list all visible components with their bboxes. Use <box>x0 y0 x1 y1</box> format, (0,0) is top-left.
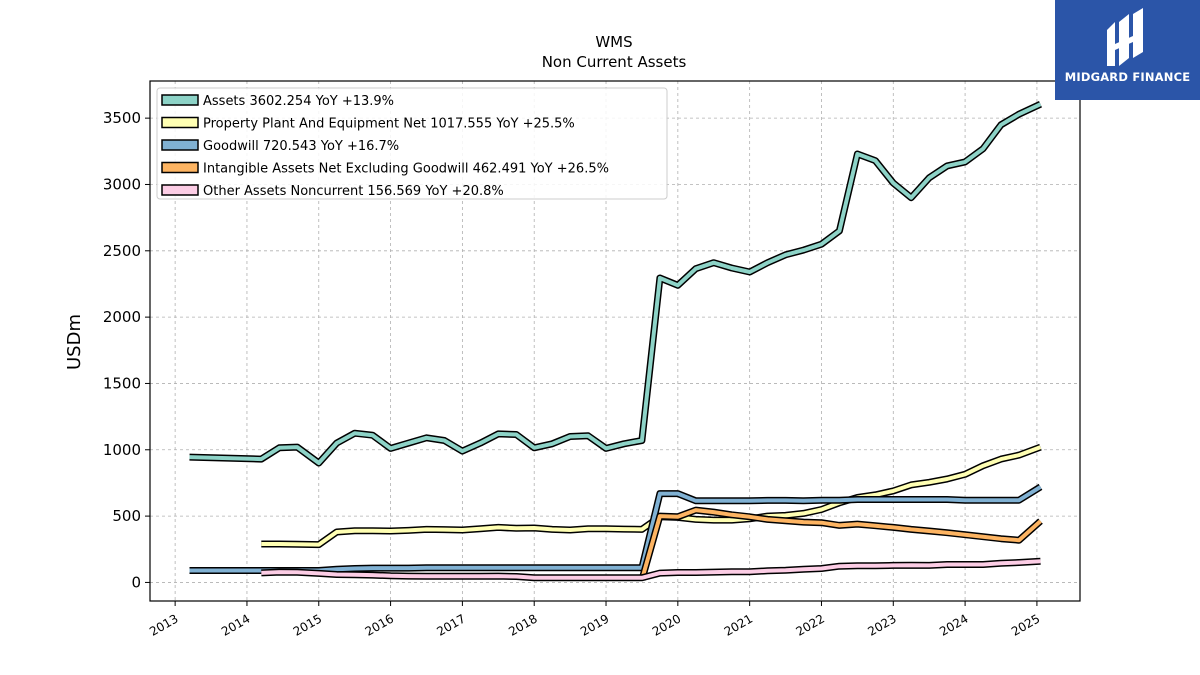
y-tick-label: 500 <box>112 507 141 525</box>
series-line-5 <box>261 557 1041 582</box>
x-tick-label: 2025 <box>1009 611 1042 638</box>
x-tick-label: 2014 <box>219 611 252 638</box>
y-tick-label: 1500 <box>103 374 141 392</box>
legend-label: Assets 3602.254 YoY +13.9% <box>203 94 394 109</box>
x-tick-label: 2024 <box>937 611 970 638</box>
brand-logo: MIDGARD FINANCE <box>1055 0 1200 100</box>
brand-name: MIDGARD FINANCE <box>1064 70 1191 84</box>
chart-subtitle: Non Current Assets <box>542 53 687 71</box>
x-tick-label: 2015 <box>291 611 324 638</box>
legend-label: Property Plant And Equipment Net 1017.55… <box>203 117 575 132</box>
x-tick-label: 2023 <box>865 611 898 638</box>
series-line-4 <box>638 506 1043 581</box>
legend-label: Other Assets Noncurrent 156.569 YoY +20.… <box>203 184 504 199</box>
legend-swatch <box>161 139 199 151</box>
brand-logo-icon <box>1107 8 1143 66</box>
x-tick-label: 2013 <box>147 611 180 638</box>
y-tick-label: 0 <box>131 573 141 591</box>
x-tick-label: 2019 <box>578 611 611 638</box>
x-tick-label: 2016 <box>363 611 396 638</box>
y-tick-label: 1000 <box>103 441 141 459</box>
y-axis-label: USDm <box>64 314 85 370</box>
legend-label: Intangible Assets Net Excluding Goodwill… <box>203 162 609 177</box>
legend-box <box>156 87 668 200</box>
y-tick-label: 2000 <box>103 308 141 326</box>
series-lines <box>189 101 1043 582</box>
series-line-stroke <box>639 508 1042 581</box>
legend: Assets 3602.254 YoY +13.9% Property Plant… <box>156 87 668 200</box>
y-tick-label: 3000 <box>103 175 141 193</box>
series-line-stroke <box>261 559 1041 580</box>
legend-swatch <box>161 94 199 106</box>
series-line-1 <box>189 101 1042 467</box>
series-line-stroke <box>189 102 1042 465</box>
y-tick-label: 3500 <box>103 109 141 127</box>
legend-swatch <box>161 116 199 129</box>
y-tick-label: 2500 <box>103 242 141 260</box>
legend-label: Goodwill 720.543 YoY +16.7% <box>203 139 399 154</box>
x-tick-label: 2020 <box>650 611 683 638</box>
x-tick-label: 2018 <box>506 611 539 638</box>
plot-frame <box>149 80 1081 602</box>
x-tick-label: 2017 <box>434 611 467 638</box>
x-tick-label: 2021 <box>722 611 755 638</box>
chart-title: WMS <box>595 33 632 51</box>
legend-swatch <box>161 184 199 196</box>
x-tick-label: 2022 <box>794 611 827 638</box>
legend-swatch <box>161 161 199 174</box>
